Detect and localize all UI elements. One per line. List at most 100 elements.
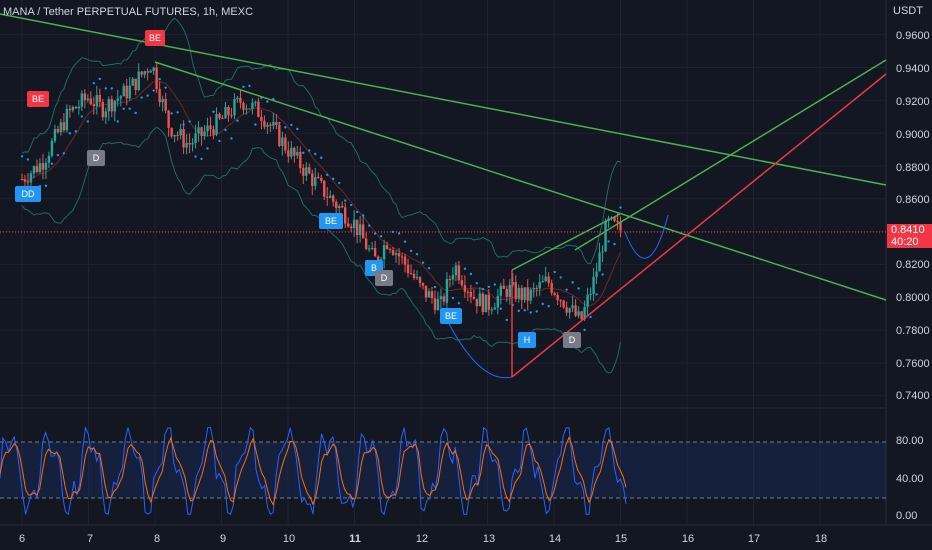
psar-dot <box>553 270 556 274</box>
signal-be[interactable]: BE <box>440 308 462 324</box>
last-price-label: 0.8410 40:20 <box>887 224 932 248</box>
candle-body <box>233 99 236 116</box>
candle-body <box>128 85 131 99</box>
candle-body <box>20 179 24 181</box>
candle-body <box>373 247 377 257</box>
psar-dot <box>457 301 461 305</box>
candle-body <box>65 108 69 131</box>
candle-body <box>272 122 275 126</box>
candle-body <box>583 306 586 320</box>
candle-body <box>514 282 517 299</box>
psar-dot <box>445 300 449 304</box>
candle-body <box>541 281 544 283</box>
candle-body <box>293 147 296 156</box>
psar-dot <box>314 152 317 156</box>
signal-d[interactable]: D <box>375 270 393 286</box>
psar-dot <box>427 267 431 270</box>
candle-body <box>314 176 317 186</box>
candle-body <box>200 127 203 136</box>
signal-h[interactable]: H <box>518 332 536 348</box>
candle-body <box>475 298 479 307</box>
candle-body <box>170 128 173 137</box>
psar-dot <box>379 235 383 238</box>
candle-body <box>191 143 194 145</box>
candle-body <box>248 108 251 110</box>
psar-dot <box>433 285 437 289</box>
candle-body <box>83 93 87 101</box>
candle-body <box>257 101 260 117</box>
candle-body <box>403 256 407 265</box>
signal-be[interactable]: BE <box>319 213 343 229</box>
candle-body <box>179 129 182 136</box>
psar-dot <box>62 152 66 155</box>
time-tick: 14 <box>548 533 562 545</box>
arc-left[interactable] <box>441 309 513 379</box>
candle-body <box>335 201 338 208</box>
signal-be[interactable]: BE <box>27 91 49 107</box>
candle-body <box>146 71 149 73</box>
signal-d[interactable]: D <box>563 332 581 348</box>
signal-dd[interactable]: DD <box>15 186 41 202</box>
candle-body <box>284 137 287 151</box>
candle-body <box>394 253 398 255</box>
psar-dot <box>146 94 149 97</box>
candle-body <box>613 217 616 222</box>
candle-body <box>418 277 422 283</box>
psar-dot <box>589 315 592 319</box>
candle-body <box>26 181 30 183</box>
psar-dot <box>284 126 287 129</box>
psar-dot <box>152 89 155 92</box>
arc-right[interactable] <box>624 214 669 259</box>
candle-body <box>502 285 505 289</box>
candle-body <box>349 226 353 229</box>
price-tick: 0.7800 <box>896 325 930 337</box>
psar-dot <box>140 96 143 99</box>
candle-body <box>263 120 266 127</box>
psar-dot <box>469 272 473 276</box>
trendline-green-lower[interactable] <box>154 61 887 301</box>
psar-dot <box>176 111 179 114</box>
candle-body <box>239 97 242 103</box>
price-tick: 0.9200 <box>896 96 930 108</box>
channel-top[interactable] <box>511 213 621 271</box>
signal-d[interactable]: D <box>87 150 105 166</box>
candle-body <box>400 256 404 258</box>
trendline-red[interactable] <box>511 73 887 378</box>
candle-body <box>59 122 63 133</box>
signal-be[interactable]: BE <box>145 30 165 46</box>
candle-body <box>397 253 401 257</box>
psar-dot <box>481 287 485 291</box>
candle-body <box>484 294 488 313</box>
candle-body <box>158 88 161 103</box>
candle-body <box>71 106 75 111</box>
psar-dot <box>50 162 54 166</box>
candle-body <box>544 276 547 282</box>
candle-body <box>376 256 380 261</box>
candle-body <box>487 294 491 310</box>
time-tick: 18 <box>814 533 828 545</box>
candle-body <box>355 219 359 236</box>
candle-body <box>188 142 191 145</box>
psar-dot <box>451 296 455 300</box>
candle-body <box>308 167 311 174</box>
psar-dot <box>607 240 610 243</box>
price-tick: 0.7400 <box>896 390 930 402</box>
psar-dot <box>361 214 365 217</box>
candle-body <box>35 166 39 172</box>
symbol-title[interactable]: MANA / Tether PERPETUAL FUTURES, 1h, MEX… <box>3 6 254 18</box>
candle-body <box>194 133 197 144</box>
candle-body <box>212 129 215 135</box>
candle-body <box>323 180 326 197</box>
psar-dot <box>206 147 209 150</box>
candle-body <box>215 114 218 135</box>
candle-body <box>433 298 437 311</box>
candle-body <box>532 288 535 290</box>
candle-body <box>553 293 556 295</box>
trendline-green-rising[interactable] <box>574 59 887 251</box>
candle-body <box>281 137 284 146</box>
candle-body <box>568 308 571 313</box>
candlestick-series[interactable] <box>20 62 622 322</box>
candle-body <box>379 259 383 261</box>
stochastic-tick: 40.00 <box>896 473 924 485</box>
